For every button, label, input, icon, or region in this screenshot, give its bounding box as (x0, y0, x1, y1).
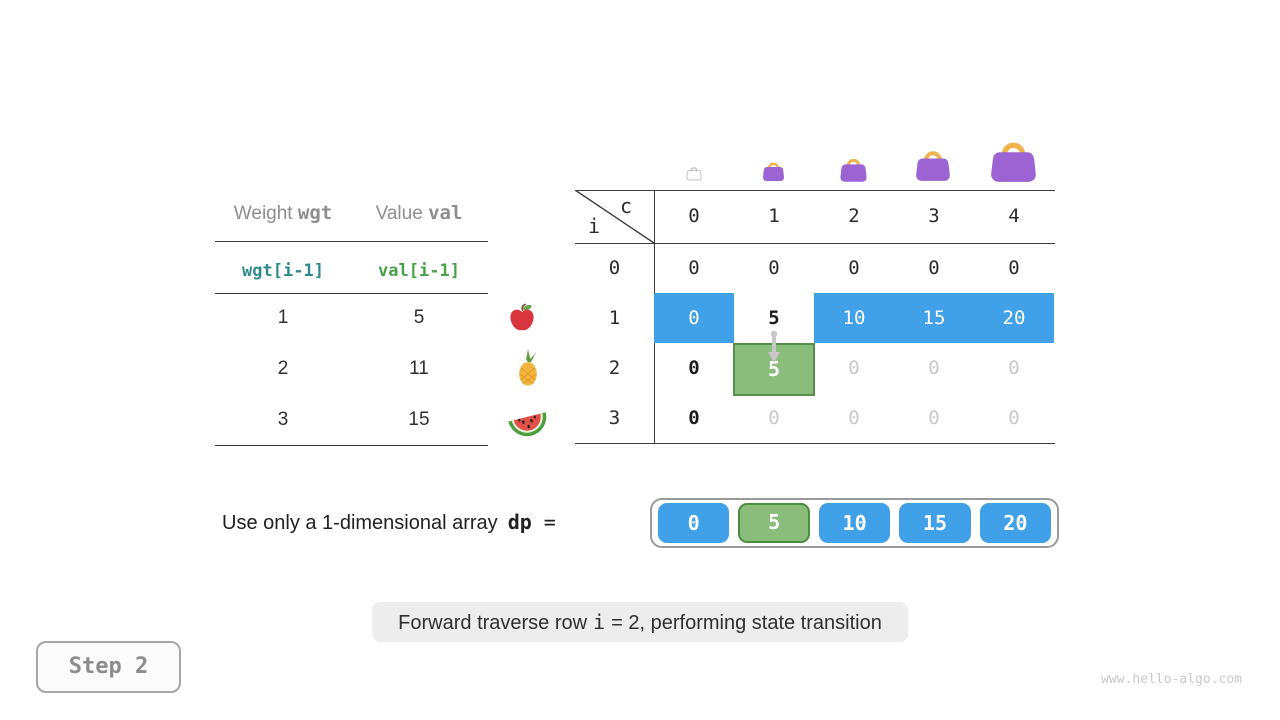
dp-array: 0 5 10 15 20 (650, 498, 1059, 548)
array-label-text: Use only a 1-dimensional array (222, 512, 498, 534)
value-column-header: Value val (357, 202, 481, 225)
pineapple-icon (519, 349, 537, 386)
item-weight-1: 1 (277, 307, 289, 328)
dp-cell-0-0: 0 (688, 257, 700, 279)
items-table-line-mid (215, 293, 488, 294)
items-table-line-bottom (215, 445, 488, 446)
dp-cell-1-1: 5 (768, 307, 780, 329)
dp-array-cell-1-highlighted: 5 (738, 503, 810, 543)
row-label-2: 2 (608, 357, 621, 379)
dp-cell-2-4: 0 (1008, 357, 1020, 379)
row-label-3: 3 (608, 407, 621, 429)
dp-cell-3-4: 0 (1008, 407, 1020, 429)
dp-cell-2-1-highlighted: 5 (733, 343, 815, 396)
item-weight-3: 3 (277, 409, 289, 430)
dp-array-cell-4: 20 (979, 503, 1052, 543)
corner-col-var: c (620, 194, 633, 218)
item-value-1: 5 (413, 307, 425, 328)
weight-header-label: Weight (233, 203, 293, 224)
bag-capacity-1-icon (762, 162, 785, 181)
step-badge: Step 2 (36, 641, 181, 693)
dp-table-body: 0 0 0 0 0 0 5 10 15 20 0 0 0 0 0 0 0 0 0 (654, 243, 1054, 443)
dp-cell-0-4: 0 (1008, 257, 1020, 279)
dp-cell-0-1: 0 (768, 257, 780, 279)
caption-code-var: i (593, 610, 606, 634)
watermelon-icon (508, 412, 547, 437)
value-header-label: Value (375, 203, 423, 224)
dp-array-cell-0: 0 (658, 503, 730, 543)
watermark: www.hello-algo.com (1101, 672, 1242, 687)
row-label-1: 1 (608, 307, 621, 329)
array-equals-sign: = (543, 510, 556, 534)
item-weight-2: 2 (277, 358, 289, 379)
dp-cell-0-2: 0 (848, 257, 860, 279)
bag-capacity-3-icon (916, 151, 950, 181)
val-code-cell: val[i-1] (378, 261, 460, 281)
items-table-line-top (215, 241, 488, 242)
col-label-2: 2 (848, 205, 860, 227)
bag-capacity-4-icon (991, 142, 1036, 182)
row-label-0: 0 (608, 257, 621, 279)
wgt-code-cell: wgt[i-1] (242, 261, 324, 281)
bag-capacity-2-icon (840, 158, 867, 182)
dp-table-line-header (575, 243, 1055, 244)
dp-cell-1-2: 10 (814, 293, 894, 343)
col-label-0: 0 (688, 205, 700, 227)
array-var-name: dp (507, 510, 532, 534)
caption-banner: Forward traverse row i = 2, performing sta… (372, 602, 908, 642)
dp-cell-1-4: 20 (974, 293, 1054, 343)
weight-header-code: wgt (297, 202, 333, 224)
dp-cell-1-3: 15 (894, 293, 974, 343)
dp-cell-3-3: 0 (928, 407, 940, 429)
col-label-4: 4 (1008, 205, 1020, 227)
dp-cell-3-2: 0 (848, 407, 860, 429)
state-transition-arrow-icon (768, 330, 780, 363)
dp-cell-1-0: 0 (654, 293, 734, 343)
dp-table-line-top (575, 190, 1055, 191)
dp-array-cell-2: 10 (818, 503, 891, 543)
array-label: Use only a 1-dimensional array dp = (222, 510, 556, 535)
col-label-1: 1 (768, 205, 780, 227)
dp-cell-2-2: 0 (848, 357, 860, 379)
col-label-3: 3 (928, 205, 940, 227)
dp-cell-3-0: 0 (688, 407, 700, 429)
bag-capacity-0-icon (686, 167, 702, 181)
apple-icon (510, 303, 534, 331)
dp-cell-0-3: 0 (928, 257, 940, 279)
value-header-code: val (428, 202, 463, 224)
corner-row-var: i (588, 214, 601, 238)
dp-cell-2-0: 0 (688, 357, 700, 379)
dp-cell-3-1: 0 (768, 407, 780, 429)
dp-cell-2-3: 0 (928, 357, 940, 379)
dp-table-line-bottom (575, 443, 1055, 444)
item-value-3: 15 (408, 409, 430, 430)
caption-suffix: = 2, performing state transition (611, 612, 882, 634)
item-value-2: 11 (409, 358, 429, 379)
corner-diagonal-line (575, 190, 654, 243)
weight-column-header: Weight wgt (221, 202, 345, 225)
dp-array-cell-3: 15 (899, 503, 971, 543)
caption-prefix: Forward traverse row (398, 612, 588, 634)
